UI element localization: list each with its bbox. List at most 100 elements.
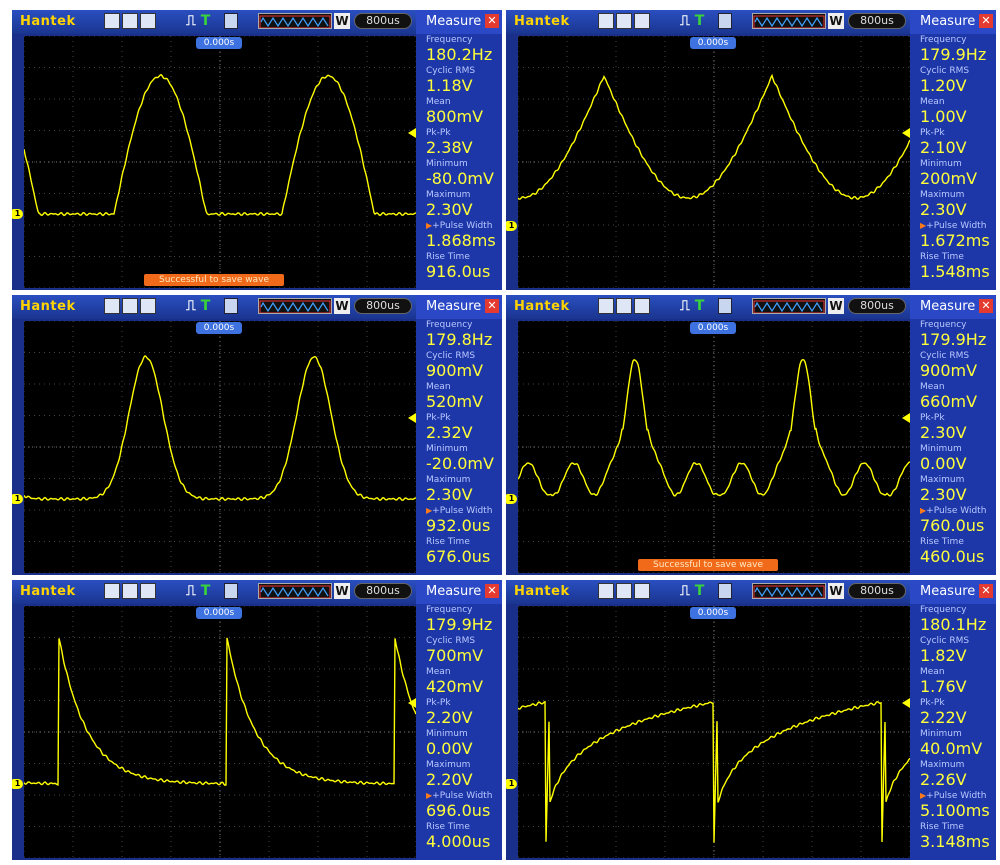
save-icon[interactable]: [718, 583, 732, 599]
measure-row[interactable]: Pk-Pk 2.38V: [416, 127, 502, 158]
ramp-icon[interactable]: [122, 13, 138, 29]
measure-row[interactable]: Rise Time 1.548ms: [910, 251, 996, 282]
memory-window-icon[interactable]: [258, 13, 332, 29]
ramp-icon[interactable]: [122, 298, 138, 314]
measure-row[interactable]: Mean 660mV: [910, 381, 996, 412]
measure-row[interactable]: Frequency 179.9Hz: [416, 604, 502, 635]
measure-row[interactable]: Minimum -80.0mV: [416, 158, 502, 189]
trigger-icon[interactable]: ⎍ T: [680, 298, 705, 314]
delay-marker[interactable]: 0.000s: [690, 607, 736, 619]
w-button[interactable]: W: [828, 298, 844, 314]
trigger-level-marker[interactable]: [902, 128, 910, 138]
measure-row[interactable]: Rise Time 676.0us: [416, 536, 502, 567]
w-button[interactable]: W: [334, 583, 350, 599]
channel-1-marker[interactable]: 1: [506, 221, 517, 231]
timebase-value[interactable]: 800us: [354, 298, 412, 314]
measure-row[interactable]: Maximum 2.30V: [416, 474, 502, 505]
fft-icon[interactable]: [634, 583, 650, 599]
ramp-icon[interactable]: [616, 13, 632, 29]
measure-row[interactable]: ▶+Pulse Width 760.0us: [910, 505, 996, 536]
trigger-icon[interactable]: ⎍ T: [186, 298, 211, 314]
measure-row[interactable]: Frequency 179.8Hz: [416, 319, 502, 350]
measure-row[interactable]: Minimum 40.0mV: [910, 728, 996, 759]
ramp-icon[interactable]: [122, 583, 138, 599]
memory-window-icon[interactable]: [752, 583, 826, 599]
measure-row[interactable]: Rise Time 460.0us: [910, 536, 996, 567]
measure-row[interactable]: Frequency 180.1Hz: [910, 604, 996, 635]
delay-marker[interactable]: 0.000s: [690, 37, 736, 49]
w-button[interactable]: W: [828, 583, 844, 599]
measure-row[interactable]: Cyclic RMS 1.82V: [910, 635, 996, 666]
timebase-value[interactable]: 800us: [354, 13, 412, 29]
measure-row[interactable]: ▶+Pulse Width 1.868ms: [416, 220, 502, 251]
sine-wave-icon[interactable]: [598, 583, 614, 599]
measure-row[interactable]: Rise Time 4.000us: [416, 821, 502, 852]
channel-1-marker[interactable]: 1: [506, 494, 517, 504]
ramp-icon[interactable]: [616, 298, 632, 314]
measure-row[interactable]: Pk-Pk 2.10V: [910, 127, 996, 158]
delay-marker[interactable]: 0.000s: [196, 607, 242, 619]
w-button[interactable]: W: [334, 13, 350, 29]
trigger-level-marker[interactable]: [902, 413, 910, 423]
save-icon[interactable]: [224, 13, 238, 29]
memory-window-icon[interactable]: [258, 583, 332, 599]
measure-row[interactable]: Maximum 2.30V: [910, 474, 996, 505]
memory-window-icon[interactable]: [258, 298, 332, 314]
fft-icon[interactable]: [140, 298, 156, 314]
sine-wave-icon[interactable]: [104, 298, 120, 314]
timebase-value[interactable]: 800us: [848, 583, 906, 599]
channel-1-marker[interactable]: 1: [12, 494, 23, 504]
trigger-level-marker[interactable]: [408, 128, 416, 138]
measure-row[interactable]: Cyclic RMS 1.20V: [910, 65, 996, 96]
delay-marker[interactable]: 0.000s: [196, 322, 242, 334]
channel-1-marker[interactable]: 1: [12, 209, 23, 219]
measure-row[interactable]: Cyclic RMS 900mV: [910, 350, 996, 381]
measure-row[interactable]: Maximum 2.30V: [416, 189, 502, 220]
measure-row[interactable]: Cyclic RMS 900mV: [416, 350, 502, 381]
timebase-value[interactable]: 800us: [848, 298, 906, 314]
trigger-level-marker[interactable]: [408, 698, 416, 708]
measure-row[interactable]: ▶+Pulse Width 932.0us: [416, 505, 502, 536]
save-icon[interactable]: [718, 298, 732, 314]
sine-wave-icon[interactable]: [598, 298, 614, 314]
memory-window-icon[interactable]: [752, 13, 826, 29]
trigger-level-marker[interactable]: [902, 698, 910, 708]
measure-row[interactable]: Pk-Pk 2.20V: [416, 697, 502, 728]
fft-icon[interactable]: [634, 298, 650, 314]
measure-row[interactable]: Mean 420mV: [416, 666, 502, 697]
measure-row[interactable]: Minimum -20.0mV: [416, 443, 502, 474]
close-icon[interactable]: ✕: [485, 299, 499, 313]
measure-row[interactable]: Maximum 2.26V: [910, 759, 996, 790]
timebase-value[interactable]: 800us: [848, 13, 906, 29]
delay-marker[interactable]: 0.000s: [196, 37, 242, 49]
measure-row[interactable]: Pk-Pk 2.30V: [910, 412, 996, 443]
w-button[interactable]: W: [334, 298, 350, 314]
trigger-icon[interactable]: ⎍ T: [680, 13, 705, 29]
close-icon[interactable]: ✕: [485, 584, 499, 598]
measure-row[interactable]: Pk-Pk 2.32V: [416, 412, 502, 443]
fft-icon[interactable]: [140, 583, 156, 599]
fft-icon[interactable]: [140, 13, 156, 29]
sine-wave-icon[interactable]: [104, 13, 120, 29]
measure-row[interactable]: Pk-Pk 2.22V: [910, 697, 996, 728]
close-icon[interactable]: ✕: [485, 14, 499, 28]
trigger-icon[interactable]: ⎍ T: [186, 13, 211, 29]
ramp-icon[interactable]: [616, 583, 632, 599]
measure-row[interactable]: Cyclic RMS 700mV: [416, 635, 502, 666]
measure-row[interactable]: Minimum 0.00V: [910, 443, 996, 474]
measure-row[interactable]: Mean 800mV: [416, 96, 502, 127]
sine-wave-icon[interactable]: [104, 583, 120, 599]
measure-row[interactable]: Maximum 2.20V: [416, 759, 502, 790]
save-icon[interactable]: [718, 13, 732, 29]
delay-marker[interactable]: 0.000s: [690, 322, 736, 334]
measure-row[interactable]: Maximum 2.30V: [910, 189, 996, 220]
close-icon[interactable]: ✕: [979, 14, 993, 28]
measure-row[interactable]: Mean 1.00V: [910, 96, 996, 127]
measure-row[interactable]: Rise Time 916.0us: [416, 251, 502, 282]
measure-row[interactable]: Frequency 179.9Hz: [910, 34, 996, 65]
save-icon[interactable]: [224, 583, 238, 599]
save-icon[interactable]: [224, 298, 238, 314]
close-icon[interactable]: ✕: [979, 299, 993, 313]
trigger-icon[interactable]: ⎍ T: [186, 583, 211, 599]
channel-1-marker[interactable]: 1: [12, 779, 23, 789]
